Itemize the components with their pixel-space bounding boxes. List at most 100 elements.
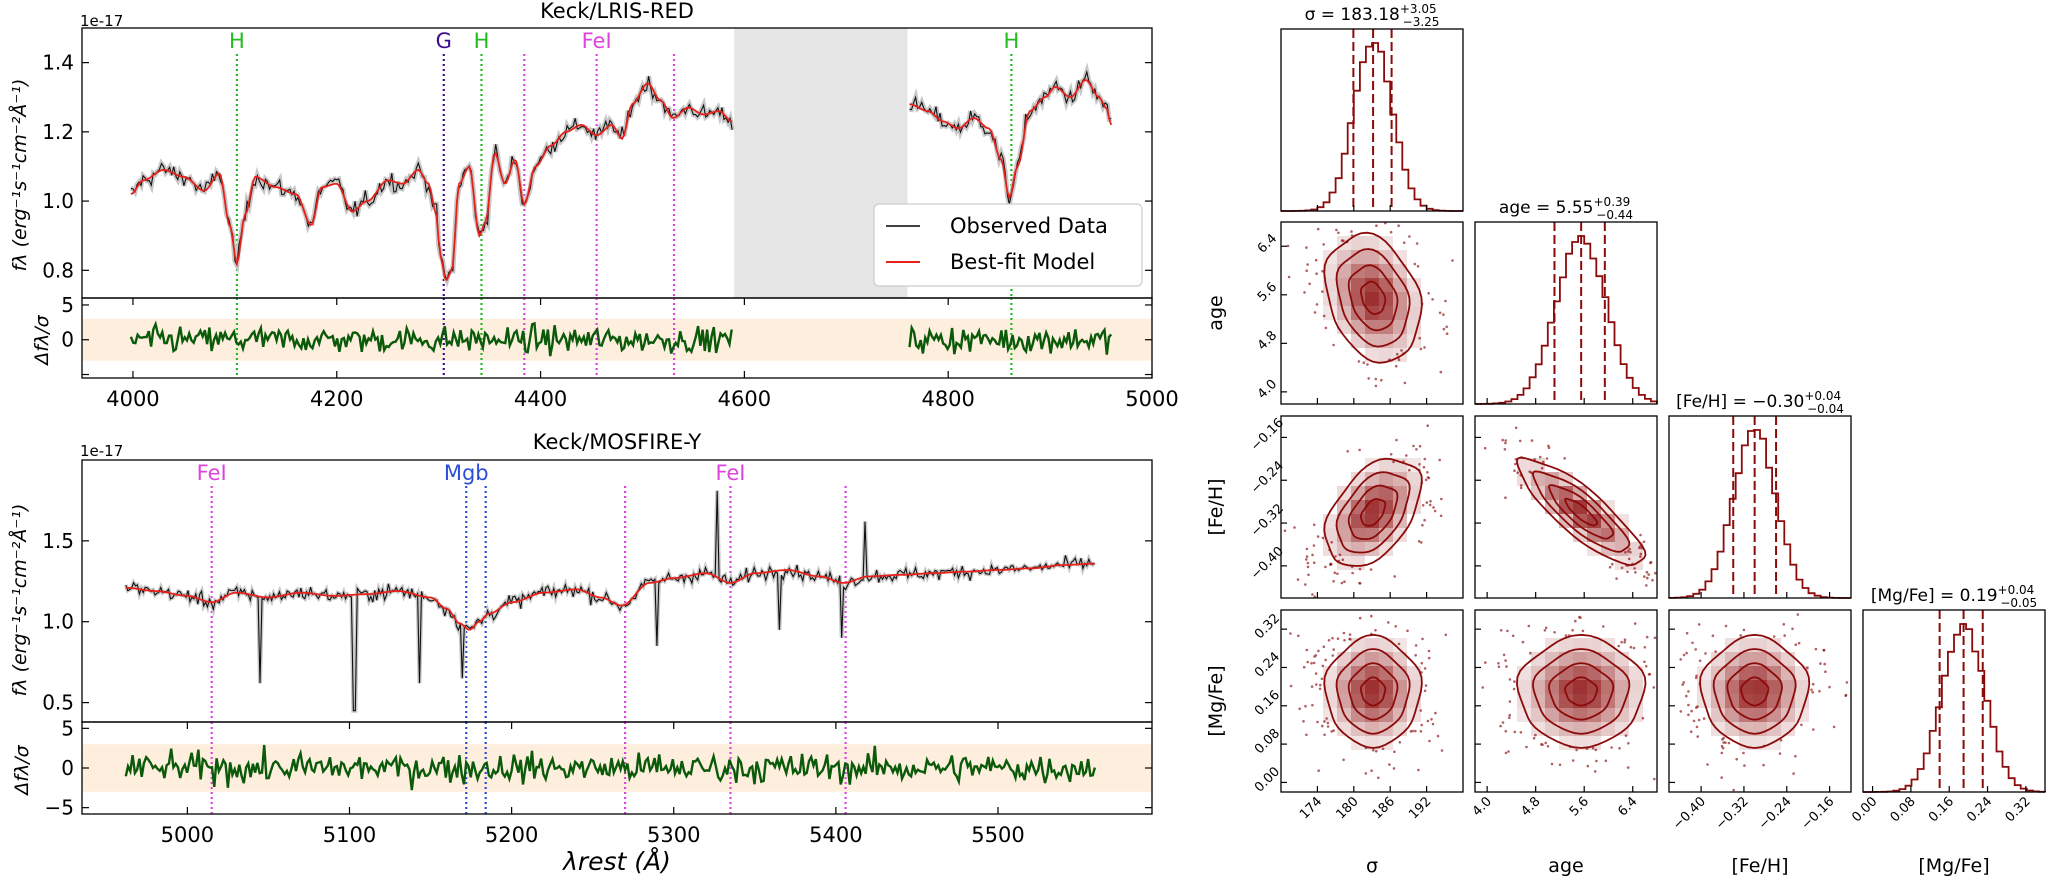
- sample-point: [1519, 484, 1523, 487]
- sample-point: [1696, 735, 1699, 738]
- sample-point: [1481, 686, 1484, 689]
- y-tick-label: 1.4: [42, 51, 74, 75]
- x-tick-label: 5100: [323, 823, 376, 847]
- corner-x-tick-label: 0.16: [1926, 794, 1957, 825]
- sample-point: [1414, 729, 1417, 733]
- density-cell: [1573, 736, 1587, 750]
- sample-point: [1547, 444, 1550, 448]
- density-cell: [1753, 666, 1767, 680]
- sample-point: [1440, 749, 1444, 752]
- sample-point: [1608, 565, 1612, 569]
- sample-point: [1418, 463, 1421, 466]
- sample-point: [1743, 764, 1746, 767]
- density-cell: [1379, 528, 1393, 542]
- density-cell: [1337, 514, 1351, 528]
- sample-point: [1419, 347, 1423, 351]
- y-tick-label: 1.5: [42, 529, 74, 553]
- contour: [1359, 497, 1387, 527]
- line-marker-label: Mgb: [444, 461, 489, 485]
- density-cell: [1753, 708, 1767, 722]
- sample-point: [1304, 704, 1307, 708]
- density-cell: [1559, 694, 1573, 708]
- corner-panel-2-2: [Fe/H] = −0.30+0.04 −0.04: [1668, 389, 1852, 599]
- density-cell: [1559, 666, 1573, 680]
- sample-point: [1362, 361, 1366, 364]
- density-cell: [1545, 680, 1559, 694]
- sample-point: [1397, 642, 1401, 646]
- corner-panel-2-1: [1474, 415, 1658, 599]
- mosfire-line-markers: FeI Mgb FeI: [197, 461, 847, 722]
- sample-point: [1574, 619, 1577, 623]
- density-cell: [1351, 236, 1365, 250]
- sample-point: [1654, 571, 1657, 575]
- sample-point: [1440, 497, 1443, 501]
- density-cell: [1337, 542, 1351, 556]
- sample-point: [1720, 751, 1724, 755]
- mosfire-spectrum-panel: FeI Mgb FeI 0.5 1.0 1.5 Keck/MOSFIRE-Y 1e-17…: [8, 430, 1153, 723]
- mosfire-y-ticks: 0.5 1.0 1.5: [42, 529, 1152, 715]
- corner-x-tick-label: 0.08: [1888, 794, 1919, 825]
- sample-point: [1342, 631, 1346, 635]
- contour: [1712, 648, 1797, 735]
- sample-point: [1305, 246, 1308, 249]
- sample-point: [1594, 748, 1598, 752]
- density-cell: [1601, 694, 1615, 708]
- sample-point: [1322, 243, 1325, 246]
- sample-point: [1643, 575, 1646, 578]
- density-cell: [1393, 722, 1407, 736]
- sample-point: [1431, 298, 1434, 301]
- density-cell: [1601, 514, 1615, 528]
- density-cell: [1767, 722, 1781, 736]
- line-marker-label: H: [474, 29, 490, 53]
- y-tick-label: 5: [61, 716, 74, 740]
- sample-point: [1602, 625, 1605, 628]
- sample-point: [1818, 689, 1821, 693]
- sample-point: [1305, 555, 1309, 558]
- histogram-σ: [1281, 42, 1463, 212]
- sample-point: [1289, 632, 1292, 635]
- density-cell: [1379, 486, 1393, 500]
- sample-point: [1393, 750, 1396, 754]
- corner-x-label-2: [Fe/H]: [1731, 855, 1788, 877]
- density-cell: [1573, 666, 1587, 680]
- sample-point: [1311, 703, 1314, 707]
- sample-point: [1340, 581, 1344, 585]
- density-cell: [1407, 306, 1421, 320]
- density-cell: [1379, 472, 1393, 486]
- corner-title-age: age = 5.55+0.39 −0.44: [1499, 195, 1633, 222]
- sample-point: [1331, 654, 1335, 657]
- density-cell: [1393, 486, 1407, 500]
- sample-point: [1628, 547, 1631, 551]
- density-cell: [1725, 666, 1739, 680]
- lris-offset-label: 1e-17: [80, 12, 123, 30]
- density-cell: [1725, 694, 1739, 708]
- sample-point: [1687, 713, 1690, 717]
- sample-point: [1779, 739, 1783, 742]
- density-cell: [1379, 652, 1393, 666]
- sample-point: [1724, 624, 1728, 628]
- sample-point: [1320, 677, 1324, 681]
- sample-point: [1544, 626, 1548, 630]
- sample-point: [1313, 655, 1316, 658]
- corner-title-σ: σ = 183.18+3.05 −3.25: [1305, 2, 1440, 29]
- sample-point: [1343, 580, 1346, 583]
- sample-point: [1336, 637, 1340, 640]
- sample-point: [1427, 292, 1430, 295]
- density-cell: [1365, 348, 1379, 362]
- density-cell: [1393, 278, 1407, 292]
- sample-point: [1325, 717, 1328, 720]
- sample-point: [1627, 557, 1631, 561]
- sample-point: [1331, 636, 1334, 640]
- sample-point: [1503, 448, 1507, 451]
- sample-point: [1402, 241, 1406, 244]
- sample-point: [1308, 282, 1311, 286]
- sample-point: [1629, 551, 1632, 554]
- title-sup: +0.39: [1594, 195, 1631, 209]
- sample-point: [1828, 685, 1831, 689]
- sample-point: [1811, 682, 1815, 686]
- sample-point: [1695, 674, 1698, 678]
- sample-point: [1423, 346, 1426, 349]
- density-cell: [1615, 722, 1629, 736]
- sample-point: [1306, 561, 1310, 565]
- sample-point: [1375, 224, 1378, 227]
